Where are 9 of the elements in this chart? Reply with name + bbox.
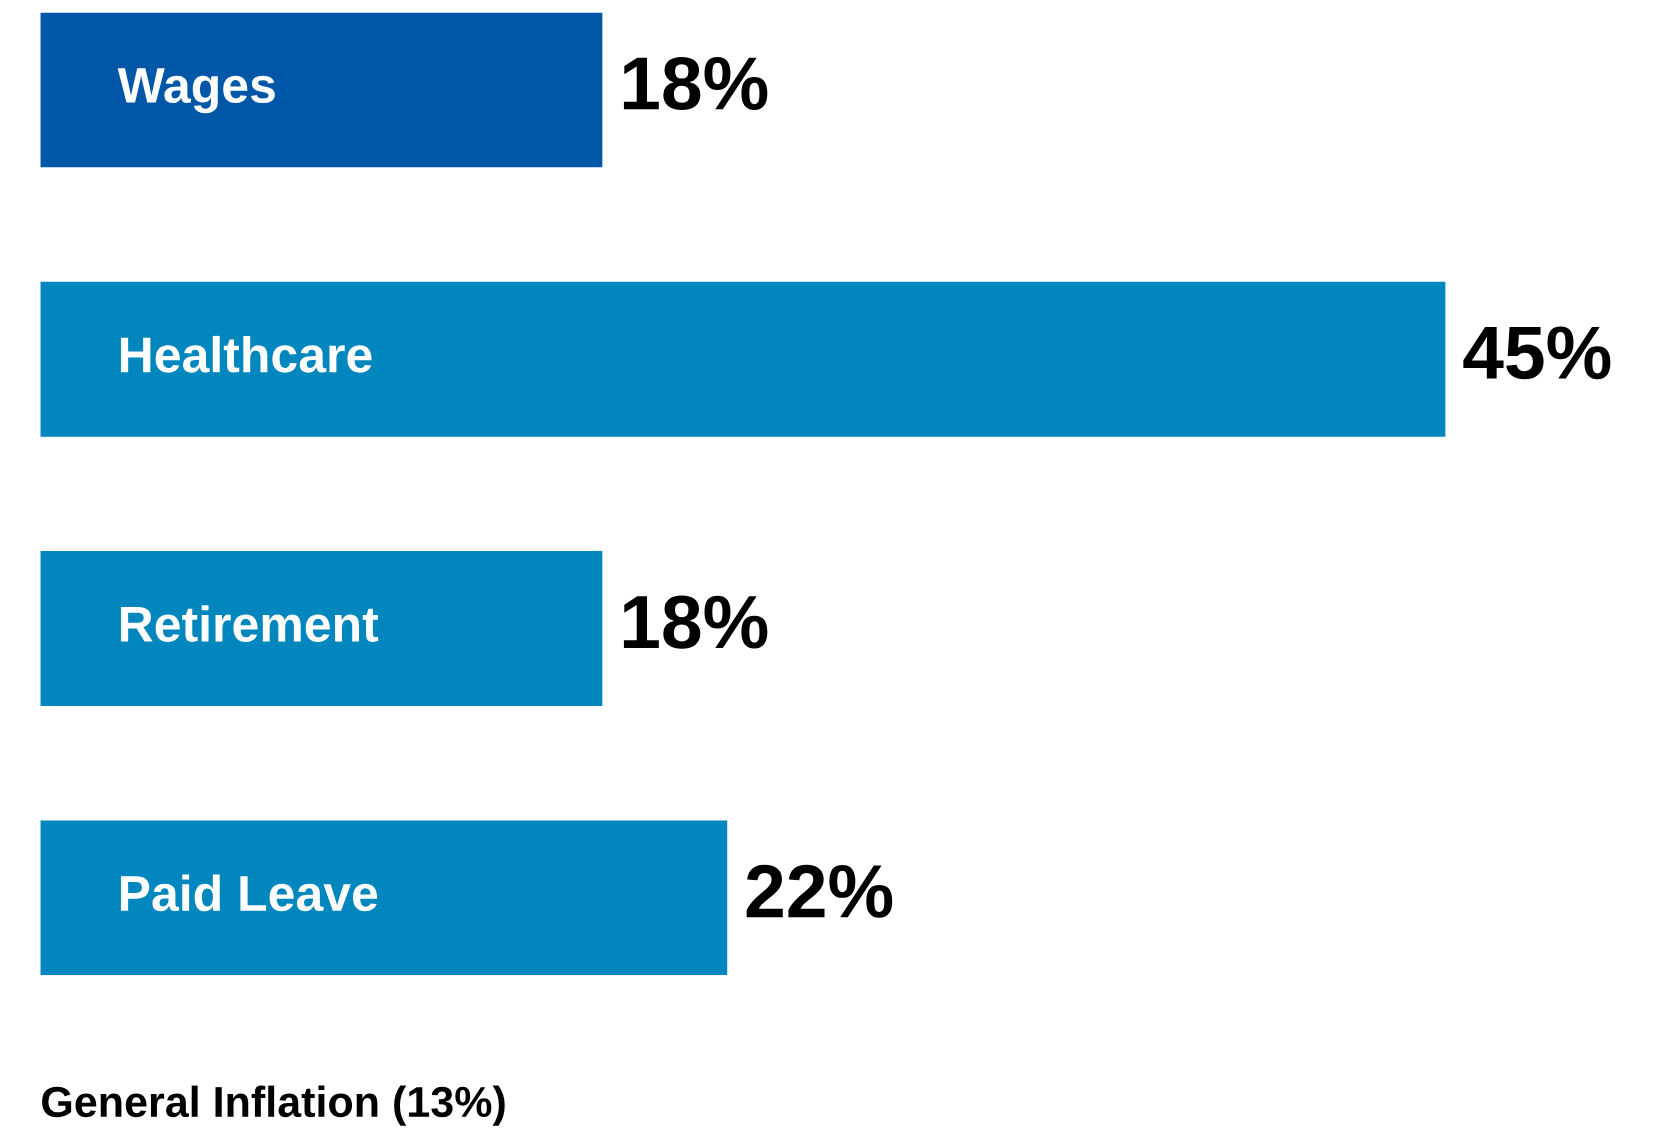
y-tick-label: Healthcare bbox=[120, 335, 372, 373]
y-tick-label: Retirement bbox=[120, 605, 379, 642]
data-label: 45% bbox=[1463, 326, 1611, 380]
data-label: 18% bbox=[623, 56, 768, 111]
y-tick-label: Paid Leave bbox=[120, 874, 378, 912]
y-tick-label: Wages bbox=[117, 68, 275, 114]
data-label: 18% bbox=[623, 595, 768, 649]
data-label: 22% bbox=[746, 864, 893, 918]
text: General Inflation (13%) bbox=[42, 1085, 505, 1126]
